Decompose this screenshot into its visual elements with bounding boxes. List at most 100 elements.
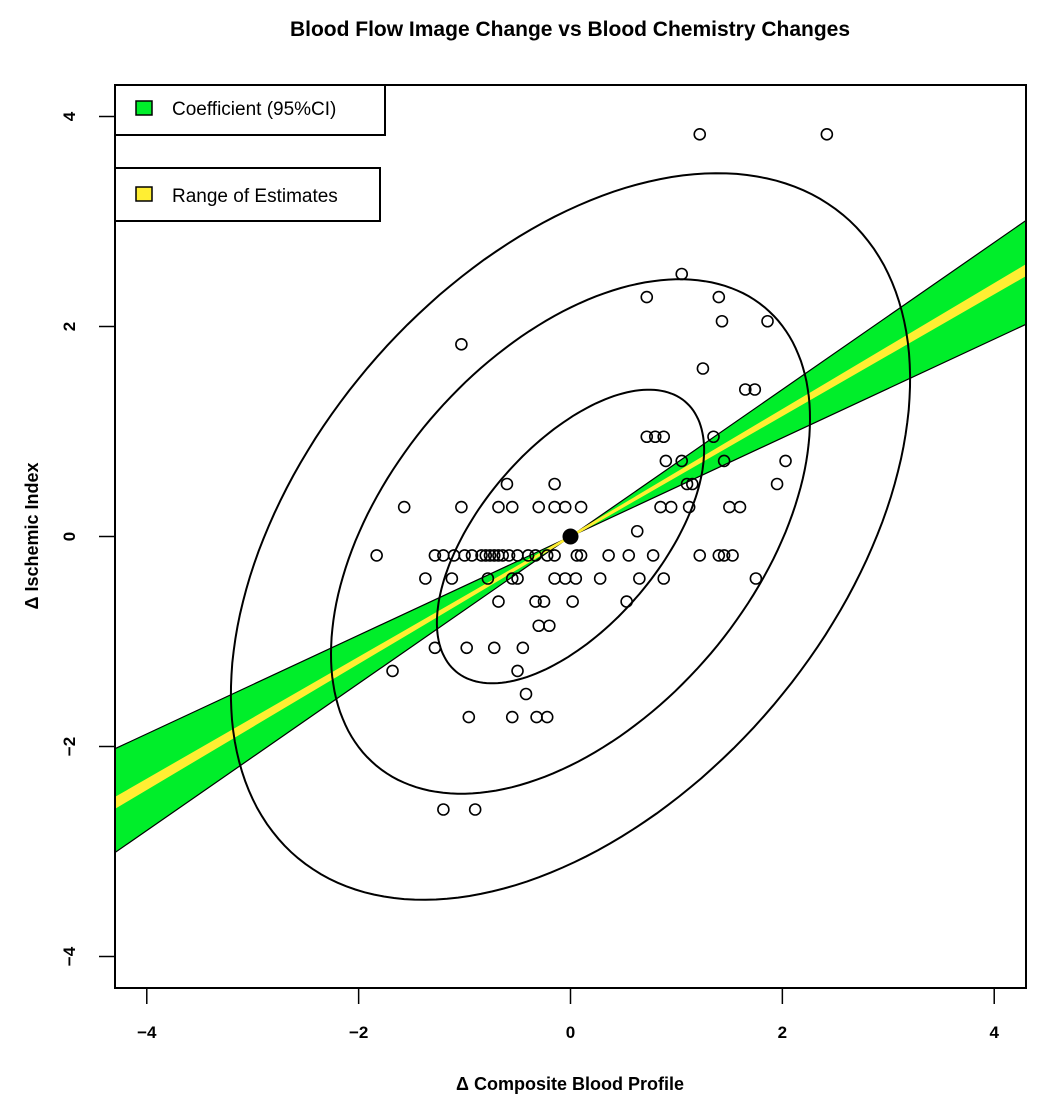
data-point xyxy=(715,314,729,328)
data-point xyxy=(505,572,519,585)
data-point xyxy=(548,572,561,585)
data-point xyxy=(511,549,524,562)
y-tick-label: 4 xyxy=(60,111,79,121)
y-axis-label: Δ Ischemic Index xyxy=(22,463,42,610)
data-point xyxy=(675,267,689,281)
data-point xyxy=(680,477,694,491)
data-point xyxy=(386,664,399,678)
x-tick-label: −2 xyxy=(349,1023,368,1042)
data-point xyxy=(529,595,542,608)
ellipse-1 xyxy=(435,388,706,685)
data-point xyxy=(397,500,411,514)
data-point xyxy=(593,572,607,585)
data-point xyxy=(481,572,495,585)
y-tick-label: 2 xyxy=(60,322,79,331)
data-point xyxy=(511,572,524,585)
ci-band xyxy=(115,219,1026,854)
data-point xyxy=(657,572,671,585)
data-point xyxy=(548,549,561,562)
data-point xyxy=(455,500,468,514)
data-point xyxy=(492,595,505,608)
data-point xyxy=(779,454,792,468)
data-point xyxy=(558,572,572,585)
data-point xyxy=(428,549,442,562)
data-point xyxy=(492,500,505,514)
x-tick-label: 2 xyxy=(778,1023,787,1042)
plot-area xyxy=(115,128,1026,901)
x-tick-label: −4 xyxy=(137,1023,157,1042)
data-point xyxy=(664,500,678,514)
data-point xyxy=(530,710,543,724)
data-point xyxy=(458,549,471,562)
data-point xyxy=(622,549,636,562)
data-point xyxy=(540,549,554,562)
data-point xyxy=(540,710,554,724)
data-point xyxy=(682,500,696,514)
x-tick-label: 0 xyxy=(566,1023,575,1042)
legend-range: Range of Estimates xyxy=(114,167,381,222)
data-point xyxy=(646,549,660,562)
x-axis-label: Δ Composite Blood Profile xyxy=(456,1074,684,1094)
data-point xyxy=(483,549,497,562)
data-point xyxy=(648,430,662,444)
data-point xyxy=(693,549,707,562)
data-point xyxy=(820,128,834,141)
data-point xyxy=(602,549,615,562)
chart-title: Blood Flow Image Change vs Blood Chemist… xyxy=(290,18,850,41)
data-point xyxy=(548,477,561,491)
data-point xyxy=(475,549,488,562)
ellipse-2 xyxy=(329,278,812,795)
data-point xyxy=(511,664,524,678)
data-point xyxy=(479,549,493,562)
legend-coefficient: Coefficient (95%CI) xyxy=(114,84,386,136)
data-point xyxy=(569,572,583,585)
center-point xyxy=(562,528,579,545)
data-point xyxy=(437,549,450,562)
data-point xyxy=(502,549,516,562)
data-point xyxy=(532,619,546,633)
data-point xyxy=(445,572,459,585)
data-point xyxy=(723,500,736,514)
ellipse-3 xyxy=(229,172,912,901)
data-point xyxy=(738,383,752,396)
data-point xyxy=(712,549,726,562)
y-tick-label: −2 xyxy=(60,737,79,756)
legend-label-coefficient: Coefficient (95%CI) xyxy=(172,99,336,120)
data-point xyxy=(521,549,535,562)
data-point xyxy=(370,549,383,562)
legend-label-range: Range of Estimates xyxy=(172,186,338,207)
legend-swatch-green xyxy=(135,100,153,116)
estimate-range-band xyxy=(115,264,1026,809)
data-point xyxy=(543,619,556,633)
data-point xyxy=(693,128,707,141)
data-point xyxy=(462,710,476,724)
data-point xyxy=(558,500,572,514)
data-point xyxy=(761,314,774,328)
legend-swatch-yellow xyxy=(135,186,153,202)
data-point xyxy=(620,595,633,608)
data-point xyxy=(640,430,654,444)
data-point xyxy=(640,290,654,304)
y-axis: −4 −2 0 2 4 xyxy=(60,111,115,966)
data-point xyxy=(749,572,763,585)
data-point xyxy=(633,572,646,585)
data-point xyxy=(717,454,731,468)
data-point xyxy=(574,549,588,562)
data-point xyxy=(487,549,501,562)
x-tick-label: 4 xyxy=(989,1023,999,1042)
data-point xyxy=(537,595,551,608)
data-point xyxy=(675,454,689,468)
data-point xyxy=(630,524,644,538)
data-point xyxy=(465,549,479,562)
data-point xyxy=(496,549,510,562)
data-point xyxy=(574,500,588,514)
data-point xyxy=(428,641,442,655)
data-point xyxy=(686,477,699,491)
y-tick-label: 0 xyxy=(60,532,79,541)
data-point xyxy=(505,710,519,724)
data-point xyxy=(437,803,450,816)
data-point xyxy=(419,572,432,585)
data-point xyxy=(487,641,501,655)
data-point xyxy=(654,500,667,514)
